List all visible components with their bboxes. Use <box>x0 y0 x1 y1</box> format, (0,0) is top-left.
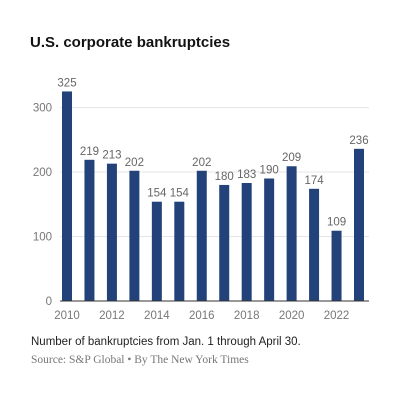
data-label-2023: 236 <box>349 135 368 147</box>
data-label-2017: 180 <box>215 171 234 183</box>
chart-title: U.S. corporate bankruptcies <box>30 34 231 51</box>
bar-2017 <box>219 184 230 301</box>
bar-2012 <box>106 163 117 301</box>
chart-note: Number of bankruptcies from Jan. 1 throu… <box>31 336 301 348</box>
data-label-2013: 202 <box>125 157 144 169</box>
data-label-2012: 213 <box>102 150 121 162</box>
bars <box>62 91 364 302</box>
data-label-2010: 325 <box>57 77 76 89</box>
bar-2021 <box>309 188 320 301</box>
x-tick-label: 2014 <box>144 310 170 322</box>
bar-2018 <box>241 183 252 301</box>
bar-2015 <box>174 201 185 301</box>
data-label-2011: 219 <box>80 146 99 158</box>
y-tick-label: 0 <box>46 296 52 308</box>
x-tick-label: 2020 <box>279 310 305 322</box>
y-tick-label: 300 <box>33 103 52 115</box>
data-label-2021: 174 <box>304 175 324 187</box>
y-axis-ticks: 0 100 200 300 <box>33 103 52 308</box>
data-label-2015: 154 <box>170 188 190 200</box>
x-axis-ticks: 2010 2012 2014 2016 2018 2020 2022 <box>54 310 349 322</box>
bar-2020 <box>286 166 297 301</box>
bar-2023 <box>354 148 364 301</box>
data-label-2016: 202 <box>192 157 211 169</box>
data-label-2019: 190 <box>260 164 279 176</box>
chart-source: Source: S&P Global • By The New York Tim… <box>31 354 249 366</box>
bar-2013 <box>129 170 140 301</box>
bar-2019 <box>264 178 275 301</box>
x-tick-label: 2022 <box>324 310 350 322</box>
x-tick-label: 2016 <box>189 310 215 322</box>
x-tick-label: 2010 <box>54 310 80 322</box>
x-tick-label: 2018 <box>234 310 260 322</box>
y-tick-label: 100 <box>33 232 52 244</box>
data-label-2014: 154 <box>147 188 167 200</box>
bar-2022 <box>331 230 342 301</box>
data-label-2020: 209 <box>282 152 301 164</box>
x-tick-label: 2012 <box>99 310 125 322</box>
data-label-2018: 183 <box>237 169 256 181</box>
bar-2014 <box>151 201 162 301</box>
y-tick-label: 200 <box>33 167 52 179</box>
data-label-2022: 109 <box>327 217 346 229</box>
bar-2011 <box>84 159 95 301</box>
bar-2010 <box>62 91 72 302</box>
bar-2016 <box>196 170 207 301</box>
